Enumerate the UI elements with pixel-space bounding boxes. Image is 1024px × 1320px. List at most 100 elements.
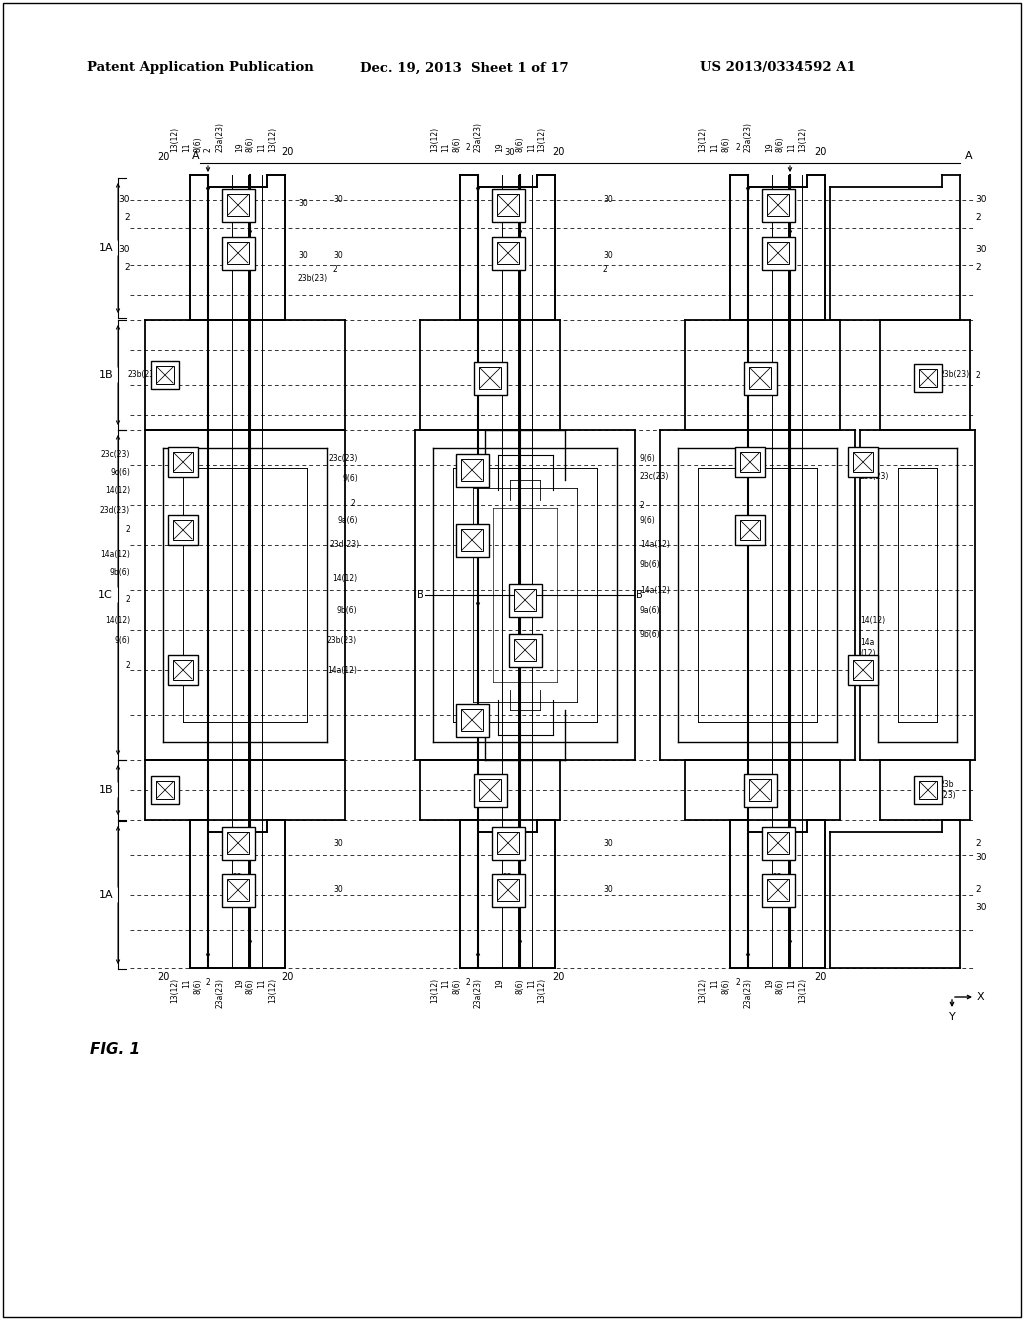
Text: 9a(6): 9a(6) bbox=[640, 606, 660, 615]
Text: 30: 30 bbox=[603, 195, 613, 205]
Text: 30: 30 bbox=[119, 195, 130, 205]
Text: 30: 30 bbox=[505, 148, 515, 157]
Text: A: A bbox=[965, 150, 973, 161]
Text: 1A: 1A bbox=[98, 890, 113, 900]
Text: FIG. 1: FIG. 1 bbox=[90, 1043, 140, 1057]
Bar bbox=[848, 655, 878, 685]
Text: 2: 2 bbox=[975, 214, 981, 223]
Bar bbox=[173, 451, 193, 473]
Bar bbox=[456, 454, 488, 487]
Text: 30: 30 bbox=[603, 251, 613, 260]
Bar bbox=[853, 660, 873, 680]
Text: 11: 11 bbox=[257, 978, 266, 987]
Bar bbox=[497, 879, 519, 902]
Text: 14(12): 14(12) bbox=[332, 573, 357, 582]
Text: 2: 2 bbox=[204, 148, 213, 152]
Text: 23d(23): 23d(23) bbox=[330, 540, 360, 549]
Bar bbox=[509, 634, 542, 667]
Bar bbox=[762, 236, 795, 269]
Text: 20: 20 bbox=[157, 152, 169, 162]
Text: 2: 2 bbox=[603, 265, 607, 275]
Text: 8(6): 8(6) bbox=[453, 978, 462, 994]
Bar bbox=[168, 655, 198, 685]
Bar bbox=[735, 515, 765, 545]
Text: 2: 2 bbox=[206, 978, 210, 987]
Text: 23a
(23): 23a (23) bbox=[502, 238, 518, 256]
Bar bbox=[762, 189, 795, 222]
Bar bbox=[509, 583, 542, 616]
Text: 30: 30 bbox=[333, 886, 343, 895]
Text: 2: 2 bbox=[124, 264, 130, 272]
Text: 13(12): 13(12) bbox=[799, 978, 808, 1003]
Bar bbox=[227, 242, 249, 264]
Bar bbox=[479, 367, 501, 389]
Bar bbox=[479, 779, 501, 801]
Text: 1B: 1B bbox=[98, 370, 113, 380]
Bar bbox=[461, 529, 483, 550]
Text: 13(12): 13(12) bbox=[268, 127, 278, 152]
Text: 14a(12): 14a(12) bbox=[100, 550, 130, 560]
Text: 9b(6): 9b(6) bbox=[640, 561, 660, 569]
Text: 8(6): 8(6) bbox=[515, 136, 524, 152]
Text: 14(12): 14(12) bbox=[104, 486, 130, 495]
Text: B: B bbox=[417, 590, 424, 601]
Bar bbox=[461, 459, 483, 480]
Text: 30: 30 bbox=[603, 838, 613, 847]
Text: 2: 2 bbox=[975, 886, 981, 895]
Bar bbox=[740, 520, 760, 540]
Text: Dec. 19, 2013  Sheet 1 of 17: Dec. 19, 2013 Sheet 1 of 17 bbox=[360, 62, 568, 74]
Text: 23a
(23): 23a (23) bbox=[772, 874, 787, 892]
Text: 2: 2 bbox=[735, 143, 740, 152]
Text: 11: 11 bbox=[787, 143, 797, 152]
Bar bbox=[497, 832, 519, 854]
Bar bbox=[914, 776, 942, 804]
Text: 23d(23): 23d(23) bbox=[100, 506, 130, 515]
Text: 1A: 1A bbox=[98, 243, 113, 253]
Text: 9(6): 9(6) bbox=[342, 474, 358, 483]
Text: 19: 19 bbox=[773, 191, 782, 201]
Text: 8(6): 8(6) bbox=[246, 978, 255, 994]
Bar bbox=[221, 874, 255, 907]
Text: US 2013/0334592 A1: US 2013/0334592 A1 bbox=[700, 62, 856, 74]
Text: 2: 2 bbox=[975, 264, 981, 272]
Text: 20: 20 bbox=[281, 972, 293, 982]
Text: 20: 20 bbox=[552, 972, 564, 982]
Text: 23a(23): 23a(23) bbox=[743, 978, 753, 1008]
Bar bbox=[456, 524, 488, 557]
Text: 30: 30 bbox=[119, 246, 130, 255]
Text: 13(12): 13(12) bbox=[171, 127, 179, 152]
Text: 9(6): 9(6) bbox=[115, 635, 130, 644]
Text: 11: 11 bbox=[527, 978, 537, 987]
Text: 9b(6): 9b(6) bbox=[110, 569, 130, 578]
Text: 8(6): 8(6) bbox=[246, 136, 255, 152]
Text: Patent Application Publication: Patent Application Publication bbox=[87, 62, 313, 74]
Text: 11: 11 bbox=[182, 978, 191, 987]
Bar bbox=[151, 360, 179, 389]
Bar bbox=[168, 515, 198, 545]
Text: 9c(6): 9c(6) bbox=[860, 454, 880, 462]
Bar bbox=[767, 194, 790, 216]
Bar bbox=[221, 189, 255, 222]
Bar bbox=[173, 660, 193, 680]
Bar bbox=[221, 826, 255, 859]
Text: 23a(23): 23a(23) bbox=[743, 121, 753, 152]
Bar bbox=[492, 826, 524, 859]
Text: Y: Y bbox=[948, 1012, 955, 1022]
Bar bbox=[227, 832, 249, 854]
Text: 13(12): 13(12) bbox=[430, 978, 439, 1003]
Text: 23c(23): 23c(23) bbox=[329, 454, 358, 462]
Bar bbox=[473, 362, 507, 395]
Text: 19: 19 bbox=[236, 143, 245, 152]
Text: 30: 30 bbox=[333, 838, 343, 847]
Bar bbox=[492, 236, 524, 269]
Text: 30: 30 bbox=[333, 251, 343, 260]
Text: 20: 20 bbox=[157, 972, 169, 982]
Bar bbox=[762, 874, 795, 907]
Text: 23c(23): 23c(23) bbox=[100, 450, 130, 459]
Text: 14a(12): 14a(12) bbox=[327, 665, 357, 675]
Text: 11: 11 bbox=[527, 143, 537, 152]
Bar bbox=[749, 367, 771, 389]
Text: 13(12): 13(12) bbox=[538, 127, 547, 152]
Text: 23a(23): 23a(23) bbox=[473, 121, 482, 152]
Text: 23c(23): 23c(23) bbox=[640, 471, 670, 480]
